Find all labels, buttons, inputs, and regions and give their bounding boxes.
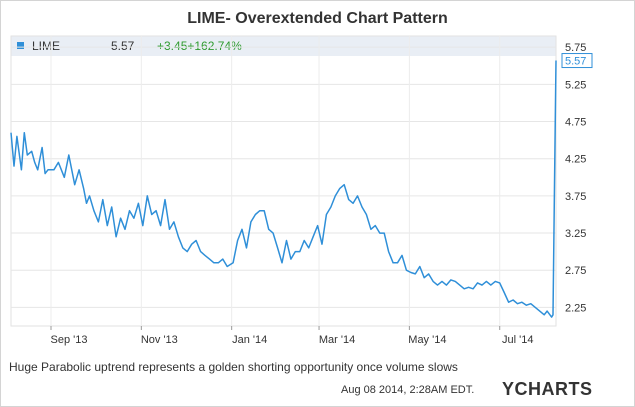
x-tick-label: May '14 [408, 334, 446, 346]
series-line [10, 60, 557, 318]
x-tick-label: Mar '14 [319, 334, 355, 346]
legend-change: +3.45+162.74% [157, 39, 242, 53]
y-tick-label: 5.25 [565, 79, 586, 91]
timestamp: Aug 08 2014, 2:28AM EDT. [341, 384, 475, 396]
brand-name: YCHARTS [502, 379, 593, 399]
legend-last-value: 5.57 [111, 39, 135, 53]
chart-legend: LIME 5.57 +3.45+162.74% [11, 36, 556, 56]
y-tick-label: 5.75 [565, 42, 586, 54]
x-tick-label: Sep '13 [51, 334, 88, 346]
y-tick-label: 4.25 [565, 154, 586, 166]
end-value-label: 5.57 [565, 56, 586, 68]
end-value-box [561, 53, 593, 69]
plot-area [10, 35, 557, 327]
chart-title: LIME- Overextended Chart Pattern [187, 10, 448, 27]
x-tick-label: Jan '14 [232, 334, 267, 346]
y-tick-label: 2.25 [565, 302, 586, 314]
x-tick-label: Nov '13 [141, 334, 178, 346]
chart-caption: Huge Parabolic uptrend represents a gold… [9, 360, 458, 374]
y-tick-label: 4.75 [565, 117, 586, 129]
y-tick-label: 2.75 [565, 265, 586, 277]
legend-swatch [17, 42, 24, 49]
x-tick-label: Jul '14 [502, 334, 533, 346]
y-tick-label: 3.75 [565, 191, 586, 203]
legend-ticker: LIME [32, 39, 61, 53]
y-tick-label: 3.25 [565, 228, 586, 240]
